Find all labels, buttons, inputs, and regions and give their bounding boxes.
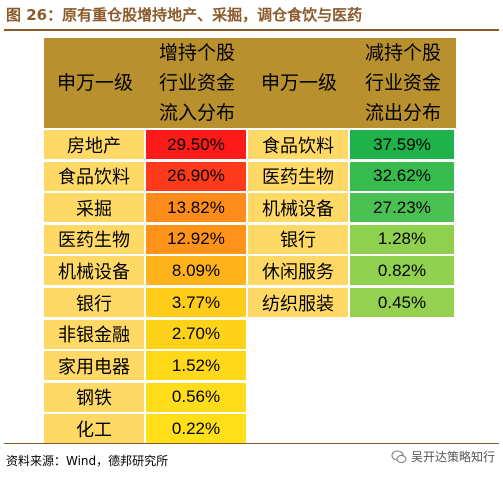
inflow-sector-cell: 非银金融 — [44, 319, 144, 349]
inflow-sector-cell: 房地产 — [44, 130, 144, 159]
outflow-value-cell: 0.45% — [350, 288, 454, 317]
outflow-sector-cell: 休闲服务 — [248, 256, 348, 286]
watermark: 吴开达策略知行 — [391, 448, 495, 465]
inflow-value-cell: 3.77% — [146, 288, 246, 317]
header-left-sector: 申万一级 — [56, 72, 133, 94]
outflow-sector-cell: 银行 — [248, 224, 348, 254]
header-inflow: 增持个股 行业资金 流入分布 — [158, 42, 235, 124]
inflow-sector-cell: 采掘 — [44, 193, 144, 223]
inflow-value-cell: 26.90% — [146, 161, 246, 191]
outflow-value-cell: 0.82% — [350, 256, 454, 286]
outflow-sector-cell: 机械设备 — [248, 193, 348, 223]
title-divider — [4, 29, 499, 31]
outflow-value-cell: 27.23% — [350, 193, 454, 223]
inflow-sector-cell: 化工 — [44, 414, 144, 444]
inflow-value-cell: 13.82% — [146, 193, 246, 223]
outflow-value-cell: 1.28% — [350, 224, 454, 254]
inflow-sector-cell: 银行 — [44, 288, 144, 317]
inflow-value-cell: 0.56% — [146, 382, 246, 412]
inflow-value-cell: 2.70% — [146, 319, 246, 349]
figure-title: 图 26：原有重仓股增持地产、采掘，调仓食饮与医药 — [6, 6, 363, 24]
inflow-value-cell: 0.22% — [146, 414, 246, 444]
source-note: 资料来源：Wind，德邦研究所 — [6, 454, 169, 468]
header-right-sector: 申万一级 — [260, 72, 337, 94]
outflow-sector-cell: 食品饮料 — [248, 130, 348, 159]
inflow-value-cell: 12.92% — [146, 224, 246, 254]
bottom-divider — [4, 443, 499, 444]
inflow-sector-cell: 食品饮料 — [44, 161, 144, 191]
wechat-icon — [391, 450, 407, 463]
outflow-value-cell: 37.59% — [350, 130, 454, 159]
inflow-sector-cell: 医药生物 — [44, 224, 144, 254]
inflow-value-cell: 1.52% — [146, 351, 246, 381]
header-outflow: 减持个股 行业资金 流出分布 — [364, 42, 441, 124]
inflow-sector-cell: 钢铁 — [44, 382, 144, 412]
inflow-sector-cell: 家用电器 — [44, 351, 144, 381]
inflow-value-cell: 8.09% — [146, 256, 246, 286]
inflow-value-cell: 29.50% — [146, 130, 246, 159]
outflow-sector-cell: 纺织服装 — [248, 288, 348, 317]
table-header: 申万一级 增持个股 行业资金 流入分布 申万一级 减持个股 行业资金 流出分布 — [44, 38, 456, 128]
inflow-sector-cell: 机械设备 — [44, 256, 144, 286]
outflow-value-cell: 32.62% — [350, 161, 454, 191]
outflow-sector-cell: 医药生物 — [248, 161, 348, 191]
watermark-text: 吴开达策略知行 — [410, 450, 495, 464]
